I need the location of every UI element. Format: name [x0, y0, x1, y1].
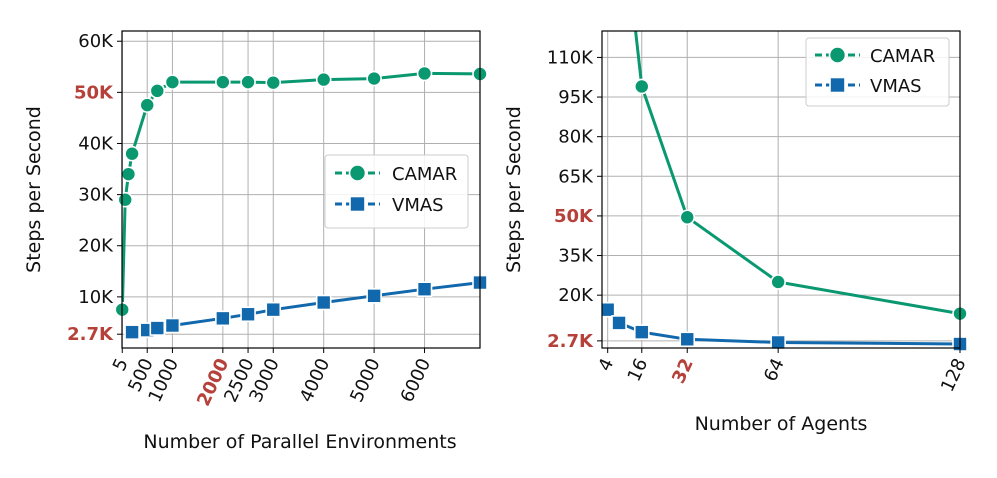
data-point-vmas — [215, 310, 231, 327]
y-tick-label: 10K — [78, 287, 114, 308]
y-tick-label: 50K — [554, 206, 594, 227]
legend-marker-camar — [348, 164, 367, 182]
data-point-camar — [633, 78, 650, 95]
data-point-vmas — [265, 301, 282, 318]
x-tick-label: 4 — [594, 355, 618, 374]
data-point-vmas — [416, 281, 433, 298]
data-point-camar — [164, 74, 181, 90]
data-point-camar — [679, 209, 696, 226]
data-point-vmas — [240, 306, 256, 323]
data-point-camar — [120, 166, 137, 182]
x-tick-label: 64 — [760, 355, 789, 385]
y-tick-label: 50K — [74, 82, 114, 103]
data-point-vmas — [599, 301, 616, 318]
y-tick-label: 2.7K — [67, 324, 114, 345]
data-point-camar — [124, 145, 140, 162]
data-point-vmas — [770, 334, 786, 351]
x-tick-label: 128 — [937, 355, 971, 395]
data-point-camar — [315, 71, 332, 88]
y-axis-label: Steps per Second — [23, 106, 45, 273]
y-tick-label: 20K — [558, 285, 594, 306]
y-tick-label: 110K — [547, 47, 594, 68]
y-axis-label: Steps per Second — [503, 106, 525, 273]
y-tick-label: 35K — [558, 246, 594, 267]
data-point-vmas — [633, 324, 650, 340]
data-point-camar — [139, 97, 156, 113]
plot-frame — [121, 30, 481, 349]
legend-label-vmas: VMAS — [392, 195, 444, 216]
x-tick-label: 5000 — [346, 355, 384, 405]
legend-label-vmas: VMAS — [870, 76, 922, 97]
x-tick-label: 32 — [668, 355, 698, 387]
data-point-camar — [416, 65, 433, 82]
chart-agents: 4 16 32 64 128 2.7K 20K 35K 50K 65K 80K 95K 110K Num… — [503, 30, 971, 435]
legend-label-camar: CAMAR — [392, 164, 457, 185]
legend-label-camar: CAMAR — [870, 46, 935, 67]
data-point-camar — [265, 74, 282, 91]
y-tick-label: 2.7K — [547, 331, 594, 352]
legend: CAMAR VMAS — [324, 154, 469, 229]
y-tick-label: 80K — [558, 127, 594, 148]
y-tick-label: 20K — [78, 236, 114, 257]
plot-frame — [601, 30, 961, 349]
y-tick-label: 95K — [558, 87, 594, 108]
data-point-vmas — [679, 331, 696, 348]
data-point-camar — [215, 74, 231, 90]
data-point-vmas — [164, 317, 181, 334]
data-point-vmas — [366, 288, 382, 304]
legend: CAMAR VMAS — [805, 37, 950, 107]
x-tick-label: 4000 — [296, 355, 334, 405]
data-point-camar — [240, 74, 256, 90]
data-point-camar — [366, 70, 382, 87]
legend-marker-vmas — [829, 76, 846, 94]
data-point-vmas — [315, 294, 332, 311]
y-tick-label: 40K — [78, 133, 114, 154]
data-point-camar — [149, 83, 166, 99]
y-tick-label: 60K — [78, 31, 114, 52]
y-tick-label: 30K — [78, 185, 114, 206]
data-point-vmas — [124, 324, 140, 340]
x-tick-label: 6000 — [397, 355, 435, 405]
legend-marker-vmas — [349, 195, 366, 213]
data-point-camar — [770, 274, 786, 290]
x-tick-label: 16 — [624, 355, 653, 385]
x-axis-label: Number of Agents — [695, 413, 868, 435]
legend-marker-camar — [828, 46, 847, 64]
x-axis-label: Number of Parallel Environments — [143, 431, 456, 453]
x-tick-label: 5 — [109, 355, 133, 374]
data-point-vmas — [149, 320, 166, 336]
y-tick-label: 65K — [558, 166, 594, 187]
data-point-vmas — [611, 315, 627, 331]
